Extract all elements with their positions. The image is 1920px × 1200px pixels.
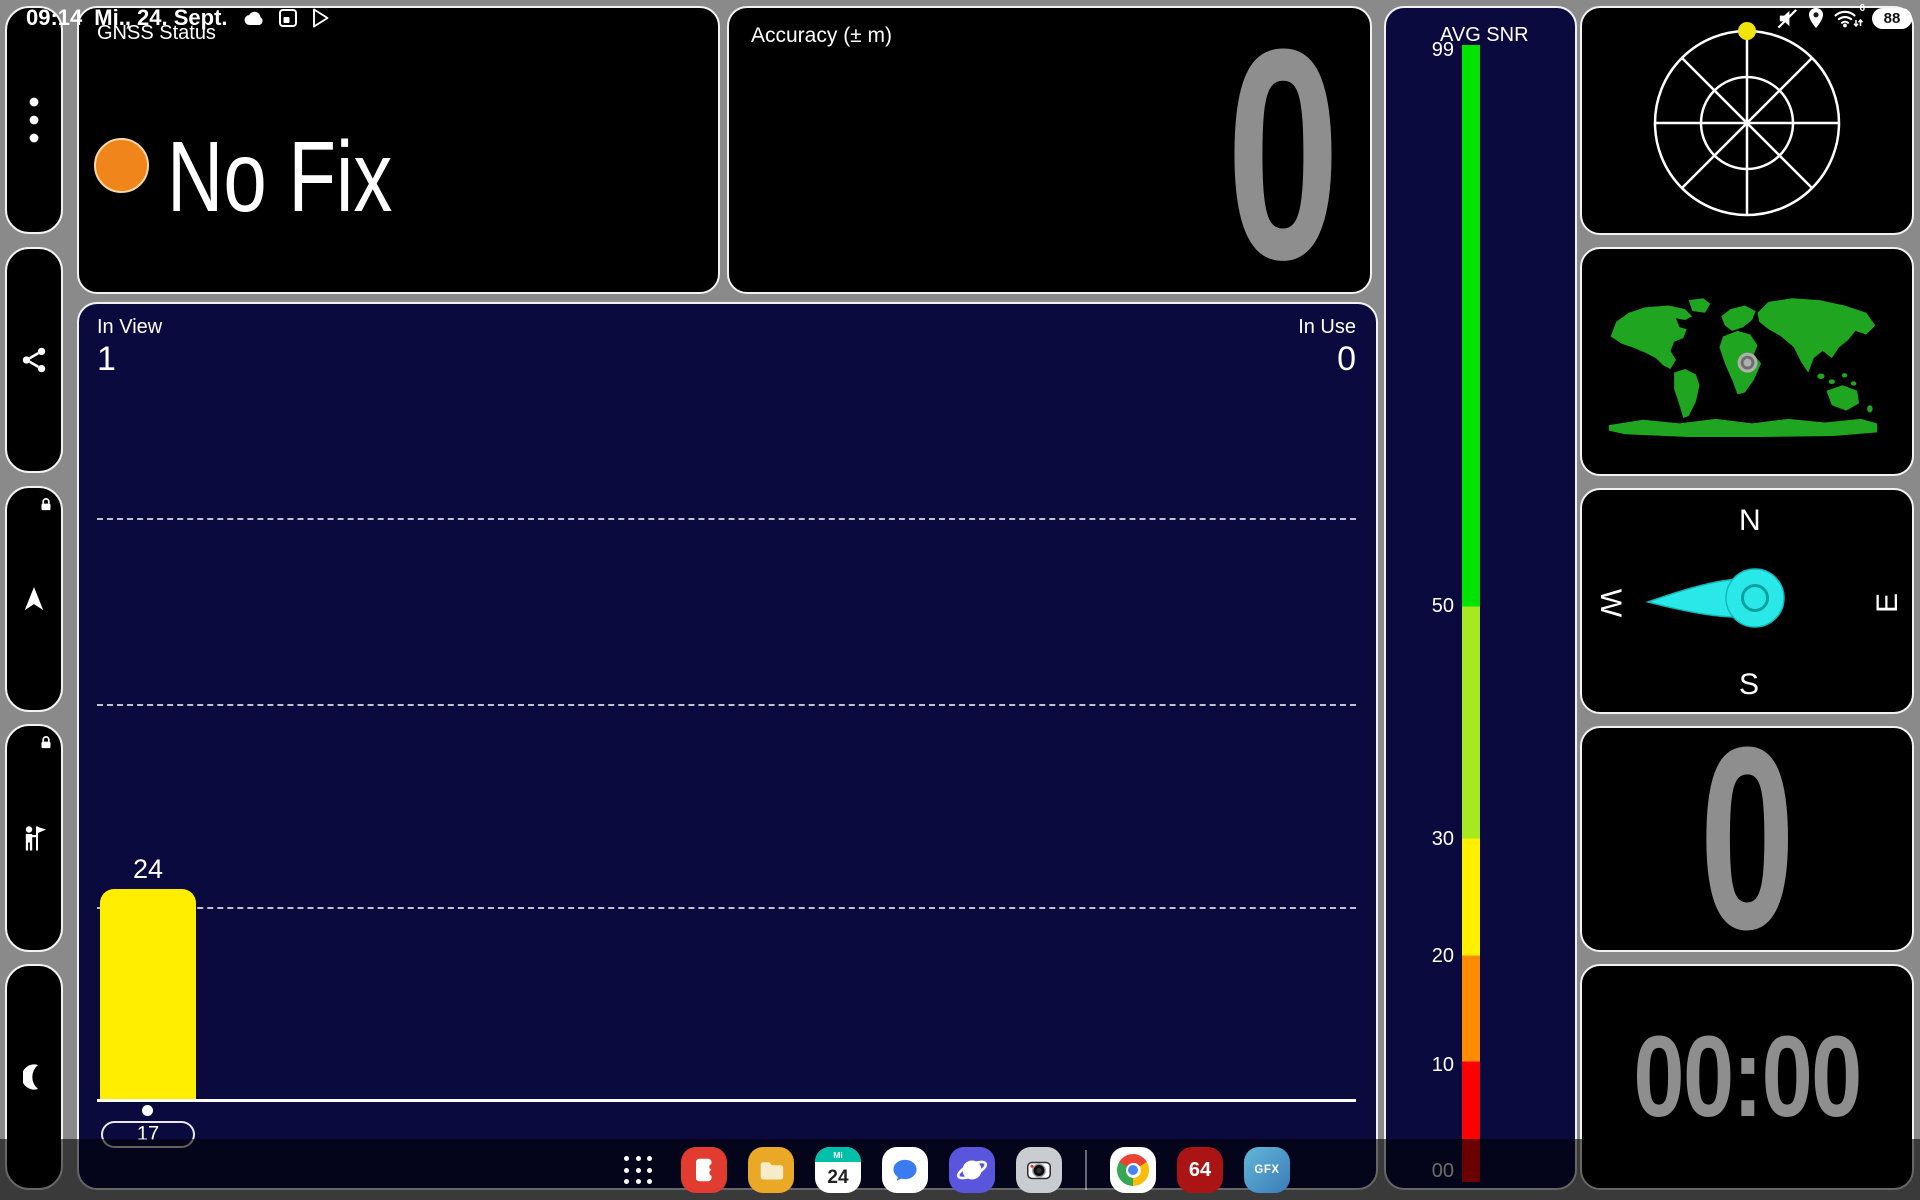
notes-icon: [696, 1158, 712, 1182]
fix-status-indicator: [94, 138, 149, 193]
app-my-files[interactable]: [748, 1147, 794, 1193]
app-aida64[interactable]: 64: [1177, 1147, 1223, 1193]
person-flag-icon: [25, 826, 46, 851]
fix-status-text: No Fix: [167, 121, 393, 233]
sky-plot-panel[interactable]: [1580, 6, 1914, 235]
in-view-label: In View: [97, 316, 163, 338]
compass-east: E: [1871, 592, 1905, 614]
snr-tick: 50: [1431, 595, 1454, 617]
chart-gridline: [97, 518, 1356, 520]
satellites-used-panel[interactable]: 0: [1580, 709, 1914, 969]
compass-needle: [1645, 568, 1785, 628]
compass-west: W: [1594, 588, 1628, 618]
bar-value-label: 24: [132, 854, 164, 884]
taskbar: Mi 24 64: [0, 1139, 1920, 1200]
app-camera[interactable]: [1016, 1147, 1062, 1193]
app-drawer-button[interactable]: [615, 1147, 661, 1193]
taskbar-divider: [1085, 1150, 1087, 1190]
sidebar-tile-share[interactable]: [5, 247, 63, 473]
app-drawer-icon: [624, 1156, 652, 1184]
avg-snr-label: AVG SNR: [1440, 24, 1529, 46]
compass-north: N: [1739, 504, 1761, 537]
accuracy-panel[interactable]: Accuracy (± m) 0: [727, 6, 1372, 294]
accuracy-value: 0: [1226, 6, 1340, 294]
world-map-panel[interactable]: [1580, 247, 1914, 476]
world-map: [1608, 298, 1878, 437]
in-use-label: In Use: [1298, 316, 1356, 338]
snr-tick: 30: [1431, 828, 1454, 850]
app-messages[interactable]: [882, 1147, 928, 1193]
planet-icon: [956, 1160, 988, 1180]
gnss-status-panel[interactable]: GNSS Status No Fix: [77, 6, 720, 294]
app-calendar[interactable]: Mi 24: [815, 1147, 861, 1193]
chrome-icon: [1117, 1154, 1149, 1186]
accuracy-label: Accuracy (± m): [751, 24, 893, 47]
in-view-value: 1: [97, 340, 116, 378]
status-bar-right[interactable]: 6 88: [1776, 3, 1912, 30]
compass-south: S: [1739, 668, 1760, 701]
chart-baseline: [97, 1099, 1356, 1102]
battery-indicator: 88: [1872, 7, 1912, 29]
satellite-chart-panel[interactable]: In View 1 In Use 0 24 17: [77, 302, 1378, 1190]
avg-snr-panel[interactable]: AVG SNR 99 50 30 20 10 00: [1384, 6, 1577, 1190]
share-icon: [22, 347, 46, 373]
lock-icon: [39, 497, 53, 517]
satellite-position-dot: [1738, 22, 1756, 40]
aida64-icon-label: 64: [1188, 1158, 1212, 1181]
snr-tick: 99: [1431, 39, 1454, 61]
app-gfxbench[interactable]: GFX: [1244, 1147, 1290, 1193]
sidebar-tile-navigation[interactable]: [5, 486, 63, 712]
position-marker: [1737, 352, 1758, 373]
cloud-icon: [244, 11, 263, 26]
more-options-icon: [29, 97, 39, 143]
status-time: 09:14: [26, 5, 83, 30]
compass-panel[interactable]: N S W E: [1580, 488, 1914, 714]
satellites-used-value: 0: [1699, 694, 1795, 984]
satellite-snr-bar: [100, 889, 196, 1099]
session-timer-value: 00:00: [1633, 1012, 1862, 1141]
screen-capture-icon: [278, 9, 297, 27]
mute-icon: [1777, 8, 1797, 28]
status-bar-left[interactable]: 09:14 Mi., 24. Sept.: [26, 5, 330, 31]
sky-plot: [1653, 22, 1841, 217]
calendar-weekday: Mi: [815, 1147, 861, 1162]
app-internet[interactable]: [949, 1147, 995, 1193]
location-icon: [1809, 8, 1823, 28]
in-use-value: 0: [1337, 340, 1356, 378]
gfxbench-icon-label: GFX: [1254, 1164, 1280, 1176]
folder-icon: [760, 1162, 784, 1180]
app-notes[interactable]: [681, 1147, 727, 1193]
wifi-icon: 6: [1833, 3, 1865, 30]
app-title: GNSS Status: [97, 22, 216, 44]
app-chrome[interactable]: [1110, 1147, 1156, 1193]
play-store-icon: [312, 8, 328, 28]
chat-bubble-icon: [893, 1159, 917, 1181]
snr-tick: 20: [1431, 945, 1454, 967]
wifi-standard: 6: [1859, 3, 1865, 14]
snr-tick: 10: [1431, 1054, 1454, 1076]
camera-icon: [1027, 1161, 1051, 1180]
sidebar-tile-menu[interactable]: [5, 6, 63, 234]
navigation-arrow-icon: [24, 587, 44, 611]
moon-icon: [23, 1064, 38, 1090]
lock-icon: [39, 735, 53, 755]
sidebar-tile-trip[interactable]: [5, 724, 63, 952]
status-date: Mi., 24. Sept.: [94, 5, 228, 30]
chart-gridline: [97, 907, 1356, 909]
snr-color-scale: [1462, 45, 1480, 1182]
chart-gridline: [97, 704, 1356, 706]
calendar-day: 24: [827, 1166, 849, 1188]
satellite-marker-dot: [142, 1105, 153, 1116]
